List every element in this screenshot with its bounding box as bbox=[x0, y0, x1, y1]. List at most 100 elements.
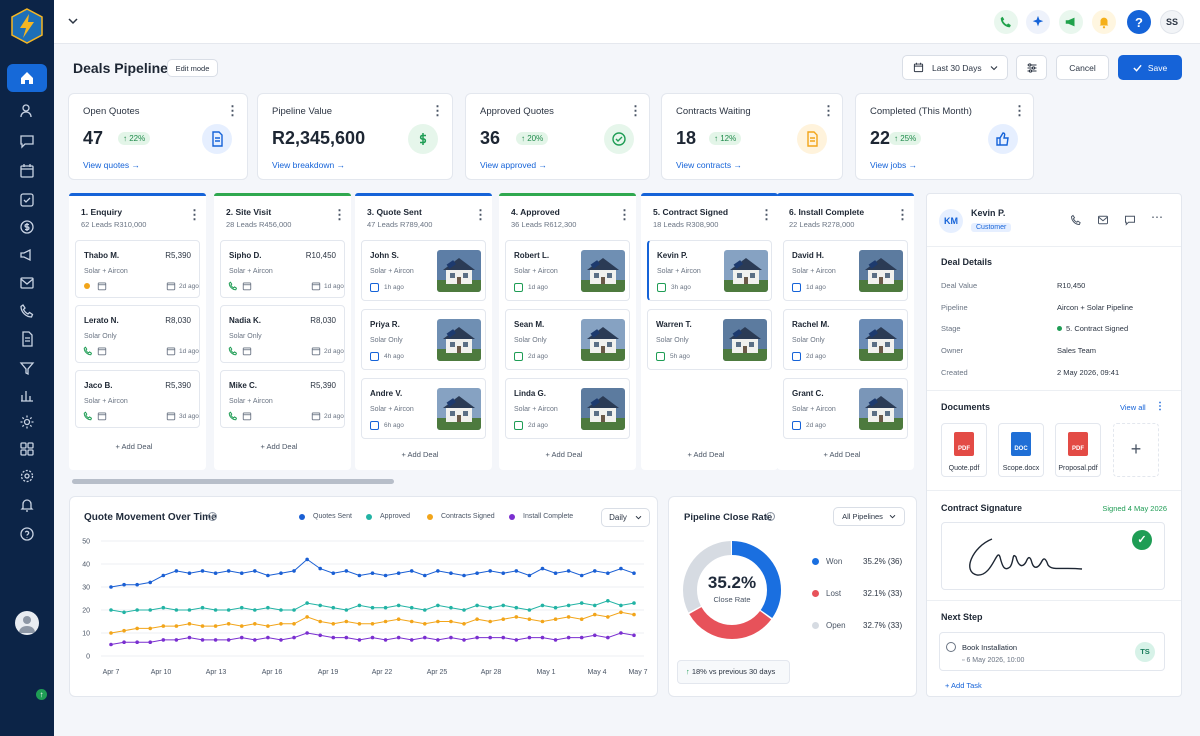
calendar-icon[interactable] bbox=[242, 281, 252, 291]
deal-card[interactable]: Sean M. Solar Only 2d ago bbox=[505, 309, 630, 370]
more-options-icon[interactable]: ⋮ bbox=[629, 103, 642, 118]
calendar-icon[interactable] bbox=[242, 346, 252, 356]
more-options-icon[interactable]: ⋮ bbox=[760, 207, 773, 222]
nav-tasks-icon[interactable] bbox=[7, 186, 47, 214]
nav-chat-icon[interactable] bbox=[7, 127, 47, 155]
phone-icon[interactable] bbox=[83, 346, 93, 356]
info-icon[interactable]: i bbox=[766, 512, 775, 521]
deal-card[interactable]: Jaco B. Solar + Aircon R5,390 3d ago bbox=[75, 370, 200, 428]
nav-home-icon[interactable] bbox=[7, 64, 47, 92]
phone-icon[interactable] bbox=[228, 346, 238, 356]
add-deal-button[interactable]: + Add Deal bbox=[687, 450, 725, 459]
more-options-icon[interactable]: ⋮ bbox=[618, 207, 631, 222]
more-options-icon[interactable]: ⋮ bbox=[431, 103, 444, 118]
app-logo[interactable] bbox=[10, 8, 44, 44]
more-options-icon[interactable]: ⋮ bbox=[226, 103, 239, 118]
nav-campaigns-icon[interactable] bbox=[7, 241, 47, 269]
view-contracts-link[interactable]: View contracts → bbox=[676, 160, 742, 170]
nav-help-icon[interactable] bbox=[7, 520, 47, 548]
deal-card[interactable]: David H. Solar + Aircon 1d ago bbox=[783, 240, 908, 301]
user-avatar[interactable] bbox=[15, 611, 39, 635]
deal-card[interactable]: Priya R. Solar Only 4h ago bbox=[361, 309, 486, 370]
nav-filter-icon[interactable] bbox=[7, 354, 47, 382]
calendar-icon[interactable] bbox=[242, 411, 252, 421]
next-step-task[interactable]: Book Installation ▫ 6 May 2026, 10:00 TS bbox=[939, 632, 1165, 671]
nav-phone-icon[interactable] bbox=[7, 297, 47, 325]
task-checkbox[interactable] bbox=[946, 642, 956, 652]
add-deal-button[interactable]: + Add Deal bbox=[545, 450, 583, 459]
nav-contacts-icon[interactable] bbox=[7, 97, 47, 125]
phone-icon[interactable] bbox=[228, 411, 238, 421]
add-deal-button[interactable]: + Add Deal bbox=[401, 450, 439, 459]
add-document-button[interactable]: + bbox=[1113, 423, 1159, 477]
deal-card[interactable]: Nadia K. Solar Only R8,030 2d ago bbox=[220, 305, 345, 363]
view-quotes-link[interactable]: View quotes → bbox=[83, 160, 141, 170]
deal-name: Robert L. bbox=[514, 251, 550, 260]
nav-mail-icon[interactable] bbox=[7, 269, 47, 297]
nav-documents-icon[interactable] bbox=[7, 325, 47, 353]
more-options-icon[interactable]: ⋮ bbox=[1155, 401, 1165, 412]
nav-payments-icon[interactable] bbox=[7, 213, 47, 241]
user-initials-avatar[interactable]: SS bbox=[1160, 10, 1184, 34]
chat-icon[interactable] bbox=[1124, 214, 1136, 226]
view-breakdown-link[interactable]: View breakdown → bbox=[272, 160, 346, 170]
mail-icon[interactable] bbox=[1097, 214, 1109, 226]
phone-icon[interactable] bbox=[994, 10, 1018, 34]
granularity-select[interactable]: Daily bbox=[601, 508, 650, 527]
more-horizontal-icon[interactable]: ⋯ bbox=[1151, 210, 1163, 224]
view-jobs-link[interactable]: View jobs → bbox=[870, 160, 918, 170]
pipeline-filter-select[interactable]: All Pipelines bbox=[833, 507, 905, 526]
nav-integrations-icon[interactable] bbox=[7, 408, 47, 436]
phone-icon[interactable] bbox=[83, 411, 93, 421]
help-button[interactable]: ? bbox=[1127, 10, 1151, 34]
info-icon[interactable]: i bbox=[208, 512, 217, 521]
deal-card[interactable]: Rachel M. Solar Only 2d ago bbox=[783, 309, 908, 370]
deal-card[interactable]: Lerato N. Solar Only R8,030 1d ago bbox=[75, 305, 200, 363]
deal-card[interactable]: Sipho D. Solar + Aircon R10,450 1d ago bbox=[220, 240, 345, 298]
more-options-icon[interactable]: ⋮ bbox=[822, 103, 835, 118]
add-deal-button[interactable]: + Add Deal bbox=[260, 442, 298, 451]
chevron-down-icon[interactable] bbox=[68, 17, 78, 25]
calendar-icon[interactable] bbox=[97, 411, 107, 421]
deal-card[interactable]: Robert L. Solar + Aircon 1d ago bbox=[505, 240, 630, 301]
deal-card[interactable]: Grant C. Solar + Aircon 2d ago bbox=[783, 378, 908, 439]
filter-settings-button[interactable] bbox=[1016, 55, 1047, 80]
nav-calendar-icon[interactable] bbox=[7, 157, 47, 185]
deal-card[interactable]: Warren T. Solar Only 5h ago bbox=[647, 309, 772, 370]
megaphone-icon[interactable] bbox=[1059, 10, 1083, 34]
more-options-icon[interactable]: ⋮ bbox=[1013, 103, 1026, 118]
phone-icon[interactable] bbox=[228, 281, 238, 291]
more-options-icon[interactable]: ⋮ bbox=[474, 207, 487, 222]
calendar-icon[interactable] bbox=[97, 346, 107, 356]
view-approved-link[interactable]: View approved → bbox=[480, 160, 547, 170]
cancel-button[interactable]: Cancel bbox=[1056, 55, 1109, 80]
deal-card[interactable]: Andre V. Solar + Aircon 6h ago bbox=[361, 378, 486, 439]
nav-settings-icon[interactable] bbox=[7, 462, 47, 490]
deal-card[interactable]: Thabo M. Solar + Aircon R5,390 2d ago bbox=[75, 240, 200, 298]
deal-card[interactable]: Mike C. Solar + Aircon R5,390 2d ago bbox=[220, 370, 345, 428]
add-task-link[interactable]: + Add Task bbox=[945, 681, 982, 690]
document-scope[interactable]: DOC Scope.docx bbox=[998, 423, 1044, 477]
save-button[interactable]: Save bbox=[1118, 55, 1182, 80]
date-range-select[interactable]: Last 30 Days bbox=[902, 55, 1008, 80]
ai-sparkle-icon[interactable] bbox=[1026, 10, 1050, 34]
nav-apps-icon[interactable] bbox=[7, 435, 47, 463]
document-proposal[interactable]: PDF Proposal.pdf bbox=[1055, 423, 1101, 477]
horizontal-scrollbar[interactable] bbox=[72, 479, 394, 484]
view-all-link[interactable]: View all bbox=[1120, 403, 1146, 412]
calendar-icon[interactable] bbox=[97, 281, 107, 291]
more-options-icon[interactable]: ⋮ bbox=[188, 207, 201, 222]
nav-reports-icon[interactable] bbox=[7, 381, 47, 409]
edit-mode-button[interactable]: Edit mode bbox=[167, 59, 218, 77]
deal-card[interactable]: Linda G. Solar + Aircon 2d ago bbox=[505, 378, 630, 439]
more-options-icon[interactable]: ⋮ bbox=[896, 207, 909, 222]
bell-icon[interactable] bbox=[1092, 10, 1116, 34]
add-deal-button[interactable]: + Add Deal bbox=[823, 450, 861, 459]
deal-card[interactable]: Kevin P. Solar + Aircon 3h ago bbox=[647, 240, 772, 301]
add-deal-button[interactable]: + Add Deal bbox=[115, 442, 153, 451]
phone-icon[interactable] bbox=[1070, 214, 1082, 226]
more-options-icon[interactable]: ⋮ bbox=[333, 207, 346, 222]
deal-card[interactable]: John S. Solar + Aircon 1h ago bbox=[361, 240, 486, 301]
nav-notifications-icon[interactable] bbox=[7, 491, 47, 519]
document-quote[interactable]: PDF Quote.pdf bbox=[941, 423, 987, 477]
